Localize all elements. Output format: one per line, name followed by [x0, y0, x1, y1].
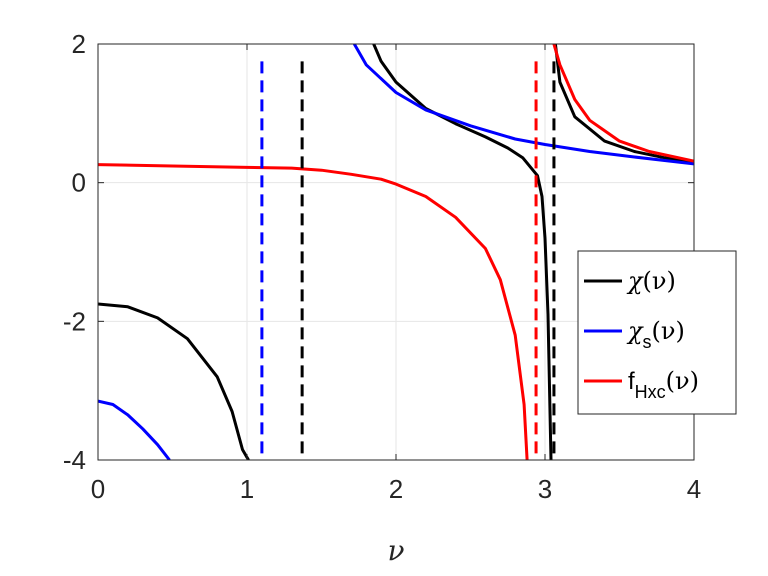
series-line-2: [552, 44, 694, 163]
x-tick-label: 2: [389, 474, 403, 504]
legend-entry: χ(ν): [626, 267, 676, 295]
x-tick-label: 1: [240, 474, 254, 504]
y-tick-label: 2: [72, 29, 86, 59]
y-tick-label: 0: [72, 168, 86, 198]
legend: χ(ν) χs(ν) fHxc(ν): [577, 250, 737, 415]
legend-entry: fHxc(ν): [628, 367, 699, 402]
series-line-2: [98, 163, 529, 460]
series-line-1: [352, 44, 694, 166]
series-line-0: [372, 44, 553, 460]
x-tick-label: 3: [538, 474, 552, 504]
series-line-0: [553, 44, 694, 164]
legend-entry: χs(ν): [626, 317, 685, 352]
plot-area: [98, 44, 694, 460]
y-tick-label: -4: [63, 445, 86, 475]
tick-labels: 0 1 2 3 4 -4 -2 0 2: [63, 29, 701, 504]
y-tick-label: -2: [63, 306, 86, 336]
x-axis-label: ν: [387, 534, 404, 567]
x-tick-label: 4: [687, 474, 701, 504]
x-tick-label: 0: [91, 474, 105, 504]
series-line-0: [98, 302, 250, 460]
series-line-1: [98, 399, 171, 460]
